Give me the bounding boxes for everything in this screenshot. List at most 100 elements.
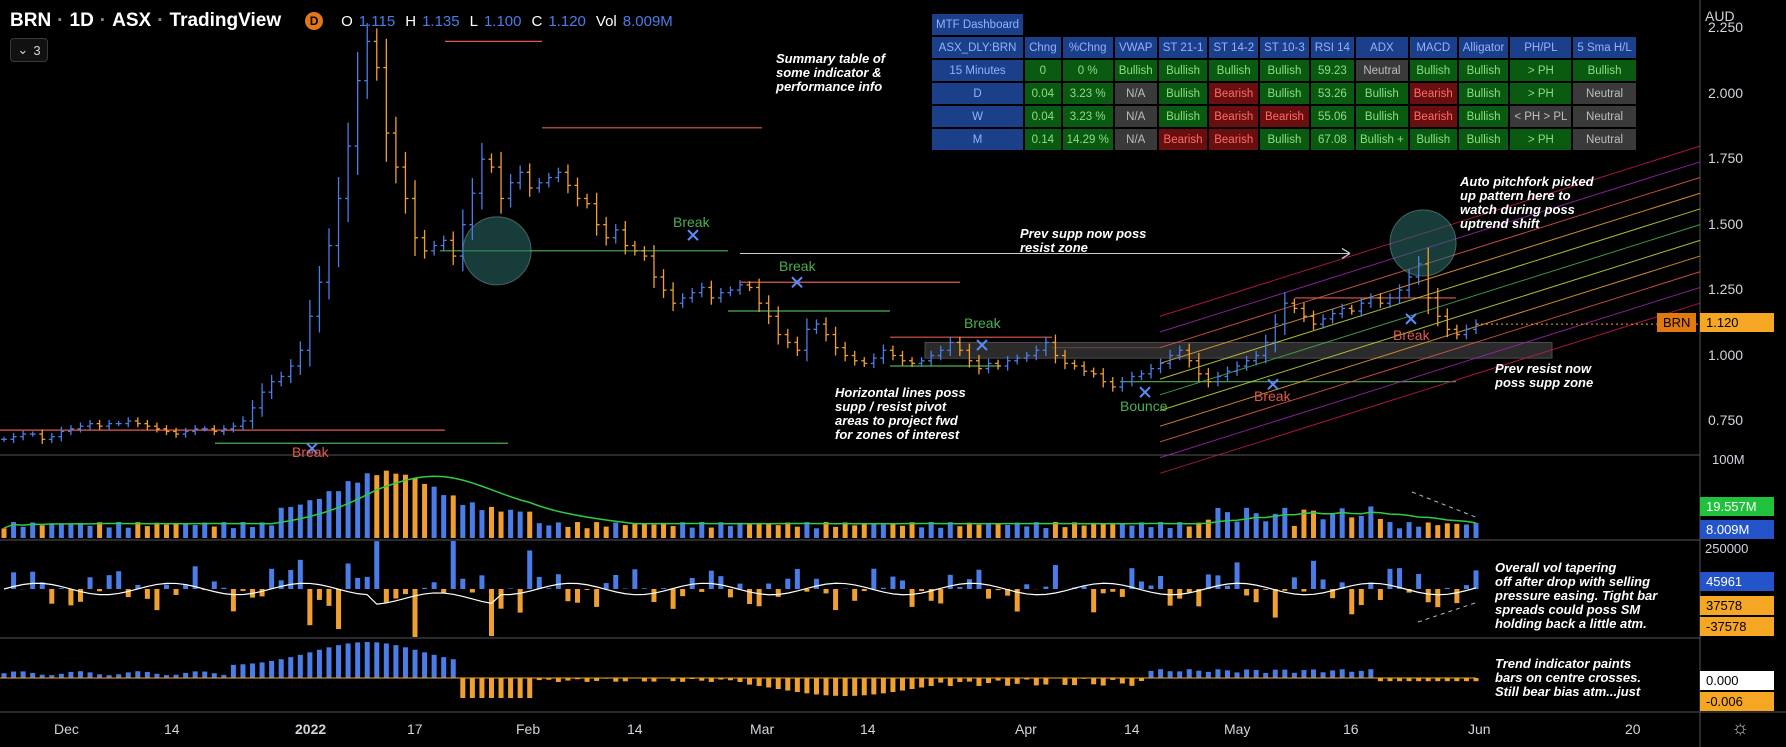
osc-value-1: 45961 [1700, 572, 1774, 591]
volume-bar [135, 522, 141, 538]
mtf-cell: 14.29 % [1062, 129, 1113, 150]
osc-bar [861, 589, 867, 592]
trend-bar [125, 672, 131, 678]
mtf-cell: 55.06 [1310, 106, 1354, 127]
mtf-dashboard-table: MTF Dashboard ASX_DLY:BRN Chng %Chng VWAP ST … [930, 12, 1638, 152]
break-marker-icon [1267, 378, 1279, 391]
volume-bar [890, 522, 896, 538]
osc-bar [77, 589, 83, 602]
volume-bar [603, 526, 609, 538]
osc-bar [345, 563, 351, 589]
osc-bar [278, 580, 284, 589]
trend-bar [58, 673, 64, 678]
settings-gear-icon[interactable]: ☼ [1731, 717, 1750, 739]
close-label: C [531, 12, 543, 30]
trend-bar [1377, 678, 1383, 682]
mtf-cell: Bearish [1409, 83, 1457, 104]
trend-bar [1014, 678, 1020, 684]
osc-bar [1416, 573, 1422, 589]
osc-bar [116, 571, 122, 589]
mtf-cell: 67.08 [1310, 129, 1354, 150]
trend-bar [575, 678, 581, 680]
price-tick-label: 2.250 [1708, 19, 1744, 36]
volume-bar [747, 524, 753, 538]
volume-bar [632, 523, 638, 538]
trend-bar [546, 678, 552, 680]
break-label-6: Break [1393, 327, 1430, 343]
volume-bar [651, 524, 657, 538]
osc-bar [928, 589, 934, 601]
osc-bar [441, 589, 447, 593]
trend-bar [919, 678, 925, 688]
volume-bar [450, 495, 456, 538]
indicator-toggle-button[interactable]: ⌄ 3 [10, 38, 48, 62]
osc-bar [527, 550, 533, 589]
osc-bar [1110, 589, 1116, 592]
trend-bar [269, 660, 275, 678]
volume-bar [230, 528, 236, 538]
osc-bar [230, 589, 236, 612]
break-marker-icon [1405, 313, 1417, 325]
osc-bar [1463, 585, 1469, 589]
osc-bar [1024, 584, 1030, 589]
osc-bar [1473, 570, 1479, 589]
trend-bar [412, 649, 418, 678]
osc-bar [747, 589, 753, 605]
volume-bar [1397, 528, 1403, 538]
trend-bar [756, 678, 762, 687]
currency-label: AUD [1705, 8, 1735, 24]
mtf-cell: > PH [1510, 129, 1572, 150]
osc-bar [316, 589, 322, 600]
mtf-header-cell: VWAP [1114, 37, 1157, 58]
volume-bar [1224, 512, 1230, 538]
osc-bar [718, 576, 724, 589]
trend-bar [1158, 669, 1164, 678]
trend-bar [1320, 672, 1326, 678]
trend-bar [594, 678, 600, 681]
volume-bar [1205, 519, 1211, 538]
delay-badge[interactable]: D [305, 12, 324, 30]
trend-bar [718, 678, 724, 680]
volume-ma-tag: 19.557M [1700, 497, 1774, 516]
volume-bar [794, 526, 800, 538]
osc-bar [565, 589, 571, 602]
high-value: 1.135 [422, 12, 460, 30]
osc-bar [1291, 577, 1297, 589]
trend-bar [1311, 669, 1317, 678]
break-marker-icon [976, 339, 988, 351]
volume-bar [947, 522, 953, 538]
volume-bar [355, 482, 361, 538]
volume-bar [441, 495, 447, 538]
trend-bar [355, 642, 361, 678]
volume-bar [584, 528, 590, 538]
interval-label[interactable]: 1D [69, 10, 94, 31]
volume-bar [393, 473, 399, 538]
volume-bar [1, 528, 7, 538]
mtf-header-cell: ST 14-2 [1209, 37, 1259, 58]
trend-bar [402, 647, 408, 678]
osc-bar [966, 579, 972, 589]
osc-bar [1205, 574, 1211, 589]
volume-bar [183, 523, 189, 538]
trend-bar [1454, 678, 1460, 682]
mtf-cell: > PH [1510, 60, 1572, 81]
volume-bar [297, 504, 303, 538]
osc-bar [641, 588, 647, 589]
trend-bar [307, 652, 313, 678]
trend-bar [202, 671, 208, 678]
trend-bar [1330, 670, 1336, 678]
symbol-name[interactable]: BRN [10, 10, 52, 31]
highlight-circle [1389, 209, 1457, 277]
mtf-cell: Bearish [1409, 106, 1457, 127]
trend-bar [230, 664, 236, 678]
bounce-label: Bounce [1120, 398, 1168, 414]
volume-bar [1320, 519, 1326, 538]
trend-bar [737, 678, 743, 682]
osc-value-2: 37578 [1700, 596, 1774, 615]
trend-bar [278, 659, 284, 678]
volume-bar [842, 522, 848, 538]
volume-bar [852, 525, 858, 538]
osc-bar [1358, 589, 1364, 606]
